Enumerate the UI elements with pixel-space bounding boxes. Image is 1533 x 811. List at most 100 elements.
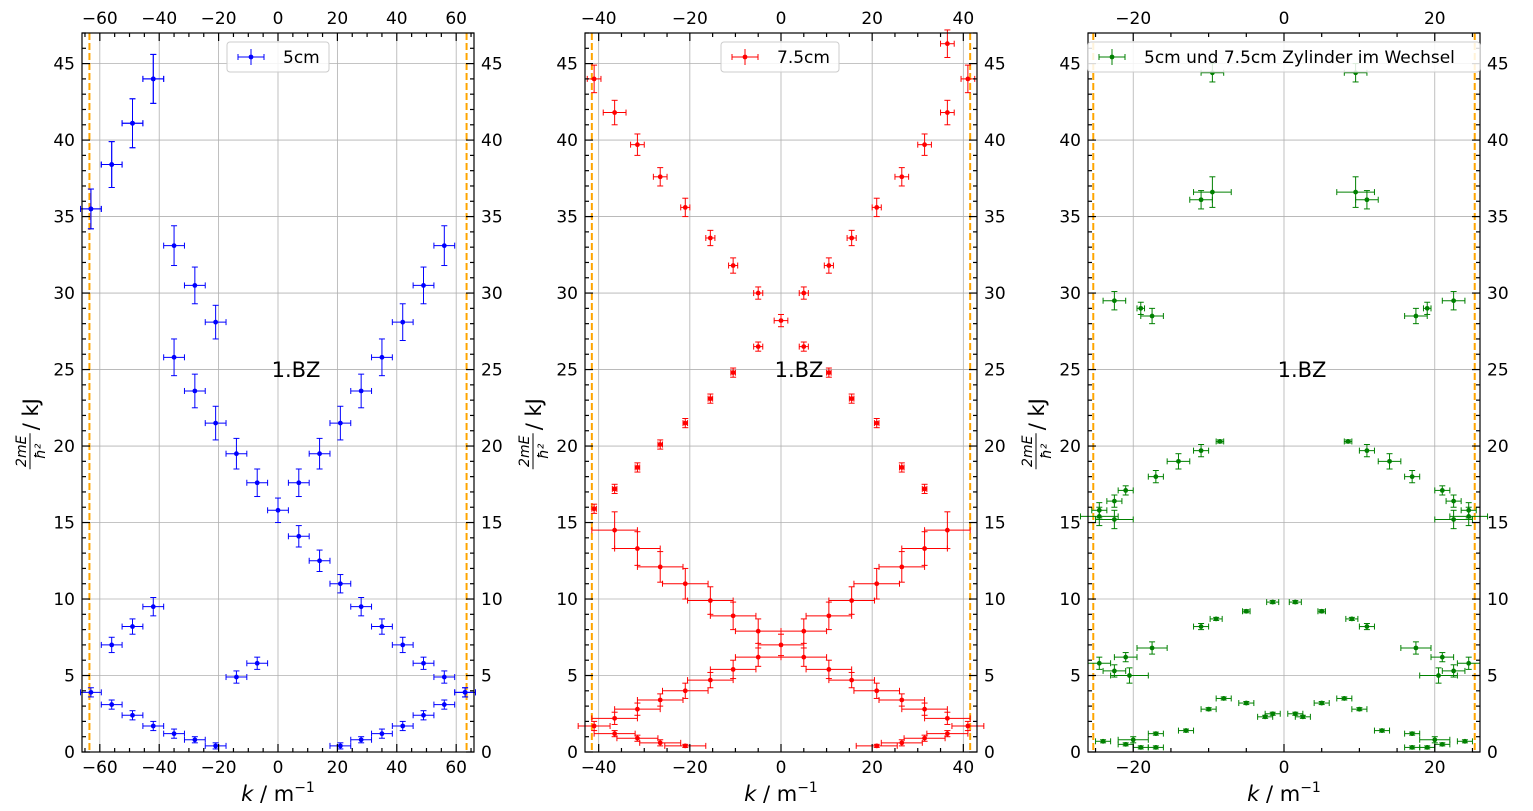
data-marker bbox=[441, 702, 447, 707]
y-tick-label: 35 bbox=[53, 208, 75, 228]
data-marker bbox=[1413, 313, 1419, 319]
data-point bbox=[1102, 291, 1127, 311]
legend-label: 5cm bbox=[283, 48, 320, 68]
data-point bbox=[903, 734, 946, 742]
data-point bbox=[780, 618, 828, 644]
data-marker bbox=[171, 354, 177, 360]
data-point bbox=[682, 418, 689, 429]
data-marker bbox=[1198, 197, 1204, 203]
data-point bbox=[246, 468, 269, 498]
data-marker bbox=[1349, 616, 1355, 622]
y-tick-label: 0 bbox=[64, 743, 75, 763]
data-marker bbox=[682, 581, 688, 587]
data-marker bbox=[1341, 696, 1347, 701]
data-point bbox=[1345, 615, 1359, 622]
data-point bbox=[1136, 641, 1168, 655]
y-tick-label: 45 bbox=[53, 55, 75, 75]
data-marker bbox=[922, 486, 927, 492]
data-point bbox=[1113, 652, 1138, 663]
y-tick-label-right: 15 bbox=[481, 514, 503, 534]
data-marker bbox=[826, 666, 832, 672]
x-axis-label: k / m−1 bbox=[744, 780, 818, 806]
data-point bbox=[1343, 438, 1353, 445]
data-point bbox=[1445, 494, 1462, 508]
data-marker bbox=[944, 715, 950, 721]
data-marker bbox=[778, 318, 784, 323]
data-marker bbox=[1138, 745, 1144, 750]
y-tick-label: 35 bbox=[1059, 208, 1081, 228]
data-point bbox=[350, 373, 373, 409]
data-point bbox=[593, 730, 636, 738]
data-marker bbox=[612, 527, 618, 533]
data-marker bbox=[707, 677, 713, 683]
x-tick-label: −20 bbox=[672, 758, 708, 778]
x-tick-label: 0 bbox=[1279, 758, 1290, 778]
data-point bbox=[848, 393, 855, 404]
data-marker bbox=[707, 598, 713, 603]
data-point bbox=[773, 313, 789, 328]
data-point bbox=[687, 671, 734, 689]
chart-panel-3: −20 −20 0 0 20 20 0 0 5 5 10 10 15 15 20 20 25 25 30 30 35 35… bbox=[1020, 9, 1509, 806]
data-point bbox=[433, 699, 456, 710]
data-point bbox=[680, 197, 691, 218]
data-marker bbox=[1138, 305, 1144, 311]
y-tick-label: 10 bbox=[556, 590, 578, 610]
data-point bbox=[391, 720, 414, 732]
y-tick-label-right: 30 bbox=[984, 284, 1006, 304]
y-tick-label-right: 15 bbox=[984, 514, 1006, 534]
data-point bbox=[639, 739, 682, 747]
data-marker bbox=[1292, 711, 1298, 717]
data-marker bbox=[944, 41, 950, 47]
y-tick-label: 5 bbox=[567, 667, 578, 687]
y-tick-label: 10 bbox=[1059, 590, 1081, 610]
data-point bbox=[734, 647, 782, 667]
x-tick-label-top: −40 bbox=[581, 9, 617, 29]
y-tick-label-right: 40 bbox=[1487, 131, 1509, 151]
data-marker bbox=[922, 706, 927, 712]
data-marker bbox=[682, 688, 688, 694]
data-point bbox=[1215, 695, 1232, 702]
data-marker bbox=[922, 735, 927, 741]
y-tick-label: 15 bbox=[53, 514, 75, 534]
data-marker bbox=[213, 420, 219, 426]
data-point bbox=[412, 710, 435, 721]
data-marker bbox=[1111, 498, 1117, 504]
data-marker bbox=[826, 613, 832, 619]
data-point bbox=[1132, 744, 1149, 751]
legend-box bbox=[1087, 41, 1481, 73]
data-point bbox=[1358, 444, 1375, 458]
data-point bbox=[350, 596, 373, 617]
data-point bbox=[142, 53, 165, 104]
data-point bbox=[709, 659, 757, 680]
data-marker bbox=[1270, 711, 1276, 717]
data-marker bbox=[1319, 700, 1325, 706]
data-point bbox=[940, 99, 955, 126]
y-tick-label-right: 45 bbox=[481, 55, 503, 75]
y-tick-label-right: 25 bbox=[984, 361, 1006, 381]
data-marker bbox=[1462, 738, 1468, 744]
chart-panel-1: −60 −60 −40 −40 −20 −20 0 0 20 20 40 40 60 60 0 0 5 5 10 10… bbox=[14, 9, 503, 806]
x-tick-label: 0 bbox=[776, 758, 787, 778]
y-axis-label-numerator: 2mE bbox=[1020, 435, 1036, 467]
data-marker bbox=[899, 564, 905, 570]
data-point bbox=[204, 304, 227, 340]
data-point bbox=[707, 393, 714, 404]
data-marker bbox=[682, 204, 688, 210]
data-point bbox=[940, 29, 955, 58]
x-tick-label-top: −60 bbox=[82, 9, 118, 29]
data-point bbox=[636, 693, 684, 707]
data-point bbox=[687, 586, 734, 615]
data-point bbox=[878, 693, 926, 707]
y-tick-label-right: 45 bbox=[984, 55, 1006, 75]
x-tick-label-top: 20 bbox=[861, 9, 883, 29]
data-marker bbox=[730, 666, 736, 672]
data-point bbox=[1336, 695, 1353, 702]
data-marker bbox=[755, 628, 761, 634]
data-marker bbox=[657, 740, 663, 746]
y-tick-label-right: 30 bbox=[481, 284, 503, 304]
data-marker bbox=[801, 290, 807, 296]
y-axis-label-numerator: 2mE bbox=[14, 435, 30, 467]
data-marker bbox=[1123, 741, 1129, 747]
data-point bbox=[880, 739, 923, 747]
data-marker bbox=[88, 206, 94, 212]
